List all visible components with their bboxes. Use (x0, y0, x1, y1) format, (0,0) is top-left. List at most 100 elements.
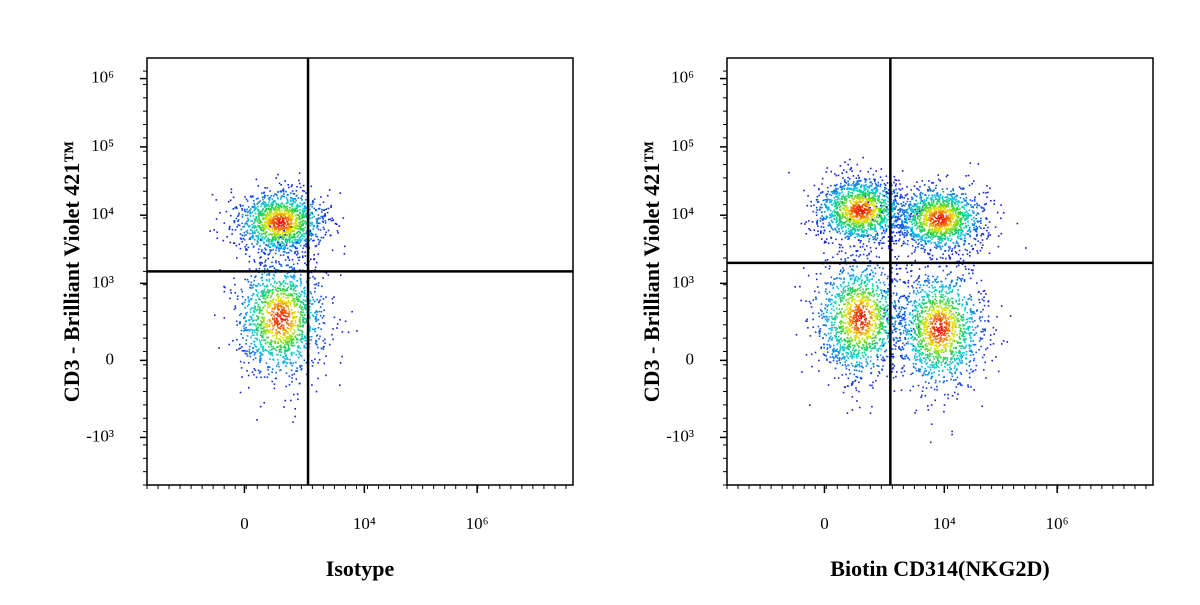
event-dot (229, 298, 231, 300)
event-dot (842, 196, 844, 198)
event-dot (303, 202, 305, 204)
event-dot (885, 194, 887, 196)
event-dot (239, 323, 241, 325)
event-dot (835, 208, 837, 210)
event-dot (855, 222, 857, 224)
event-dot (253, 284, 255, 286)
event-dot (826, 215, 828, 217)
event-dot (892, 227, 894, 229)
event-dot (291, 218, 293, 220)
event-dot (263, 252, 265, 254)
event-dot (869, 201, 871, 203)
event-dot (262, 284, 264, 286)
event-dot (820, 232, 822, 234)
event-dot (911, 223, 913, 225)
event-dot (895, 183, 897, 185)
event-dot (257, 309, 259, 311)
event-dot (274, 321, 276, 323)
event-dot (270, 329, 272, 331)
event-dot (286, 265, 288, 267)
event-dot (823, 200, 825, 202)
event-dot (867, 209, 869, 211)
event-dot (279, 210, 281, 212)
event-dot (301, 306, 303, 308)
event-dot (881, 242, 883, 244)
event-dot (250, 316, 252, 318)
event-dot (216, 199, 218, 201)
event-dot (318, 285, 320, 287)
event-dot (302, 325, 304, 327)
event-dot (296, 378, 298, 380)
event-dot (895, 206, 897, 208)
event-dot (260, 221, 262, 223)
event-dot (835, 196, 837, 198)
event-dot (866, 232, 868, 234)
event-dot (294, 239, 296, 241)
event-dot (269, 239, 271, 241)
event-dot (283, 309, 285, 311)
event-dot (822, 178, 824, 180)
event-dot (863, 188, 865, 190)
event-dot (878, 199, 880, 201)
event-dot (884, 202, 886, 204)
event-dot (244, 223, 246, 225)
event-dot (257, 221, 259, 223)
event-dot (254, 239, 256, 241)
event-dot (242, 235, 244, 237)
event-dot (821, 215, 823, 217)
event-dot (263, 402, 265, 404)
event-dot (311, 224, 313, 226)
event-dot (231, 192, 233, 194)
event-dot (821, 204, 823, 206)
event-dot (236, 324, 238, 326)
event-dot (264, 195, 266, 197)
event-dot (256, 198, 258, 200)
event-dot (245, 313, 247, 315)
event-dot (273, 249, 275, 251)
event-dot (301, 224, 303, 226)
event-dot (295, 246, 297, 248)
event-dot (249, 346, 251, 348)
event-dot (896, 202, 898, 204)
event-dot (252, 237, 254, 239)
event-dot (270, 303, 272, 305)
event-dot (886, 196, 888, 198)
event-dot (934, 194, 936, 196)
event-dot (292, 365, 294, 367)
event-dot (859, 222, 861, 224)
event-dot (337, 232, 339, 234)
event-dot (235, 292, 237, 294)
event-dot (894, 192, 896, 194)
event-dot (342, 331, 344, 333)
event-dot (868, 228, 870, 230)
event-dot (841, 218, 843, 220)
event-dot (270, 354, 272, 356)
event-dot (948, 223, 950, 225)
event-dot (277, 197, 279, 199)
event-dot (835, 188, 837, 190)
event-dot (239, 204, 241, 206)
event-dot (296, 217, 298, 219)
event-dot (287, 297, 289, 299)
event-dot (276, 233, 278, 235)
event-dot (329, 344, 331, 346)
event-dot (273, 298, 275, 300)
event-dot (933, 182, 935, 184)
event-dot (320, 328, 322, 330)
event-dot (257, 306, 259, 308)
event-dot (274, 201, 276, 203)
event-dot (261, 215, 263, 217)
event-dot (902, 211, 904, 213)
event-dot (272, 222, 274, 224)
event-dot (302, 322, 304, 324)
event-dot (278, 343, 280, 345)
event-dot (943, 191, 945, 193)
event-dot (331, 218, 333, 220)
event-dot (305, 340, 307, 342)
event-dot (261, 344, 263, 346)
event-dot (291, 309, 293, 311)
event-dot (284, 234, 286, 236)
event-dot (269, 331, 271, 333)
event-dot (289, 267, 291, 269)
